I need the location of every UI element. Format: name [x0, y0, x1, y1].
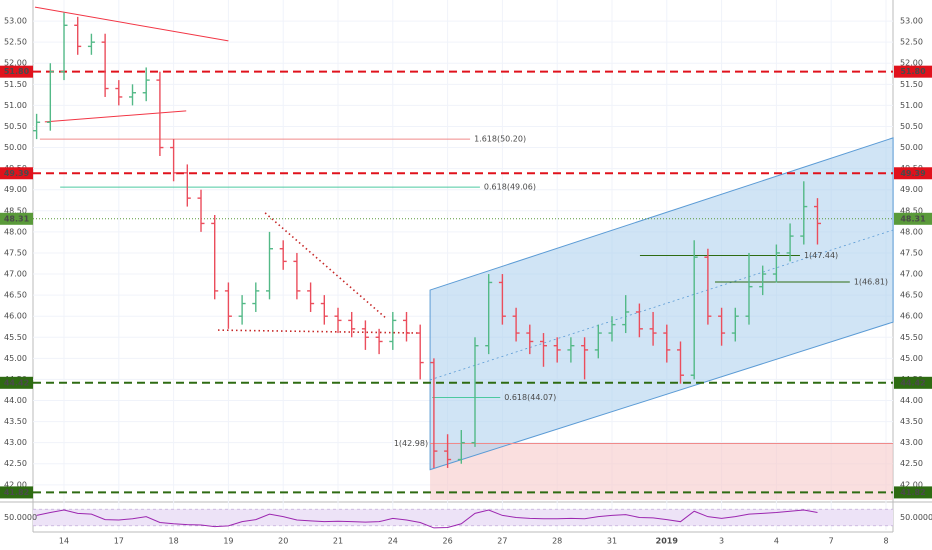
price-label: 41.82	[4, 488, 29, 497]
y-tick-label: 45.00	[900, 354, 923, 363]
price-label: 48.31	[900, 214, 926, 223]
x-tick-label: 14	[59, 537, 69, 546]
y-tick-label: 42.50	[900, 459, 923, 468]
trendline	[44, 110, 187, 123]
price-label: 44.42	[4, 378, 29, 387]
y-tick-label: 51.50	[900, 80, 923, 89]
y-tick-label: 50.50	[900, 122, 923, 131]
y-tick-label: 50.00	[900, 143, 923, 152]
price-label: 49.39	[4, 169, 30, 178]
y-tick-label: 48.00	[900, 227, 923, 236]
channel	[429, 137, 894, 471]
x-tick-label: 3	[719, 537, 724, 546]
price-label: 44.42	[900, 378, 925, 387]
y-tick-label: 47.50	[900, 248, 923, 257]
price-label: 51.80	[4, 67, 30, 76]
y-tick-label: 52.00	[900, 59, 923, 68]
x-tick-label: 4	[774, 537, 779, 546]
fib-label: 1.618(50.20)	[474, 135, 526, 144]
x-tick-label: 26	[443, 537, 453, 546]
rsi-line	[36, 509, 818, 529]
y-tick-label: 42.00	[900, 480, 923, 489]
y-tick-label: 46.50	[4, 291, 27, 300]
fib-label: 0.618(49.06)	[484, 183, 536, 192]
price-label-box	[894, 212, 932, 225]
y-tick-label: 51.00	[900, 101, 923, 110]
y-tick-label: 52.50	[900, 38, 923, 47]
y-tick-label: 43.50	[4, 417, 27, 426]
y-tick-label: 47.00	[4, 270, 27, 279]
y-tick-label: 51.00	[4, 101, 27, 110]
channel-median	[429, 229, 894, 381]
price-label: 48.31	[4, 214, 30, 223]
y-tick-label: 43.00	[900, 438, 923, 447]
price-label-box	[0, 486, 33, 499]
y-tick-label: 50.50	[4, 122, 27, 131]
y-tick-label: 46.00	[900, 312, 923, 321]
y-tick-label: 48.00	[4, 227, 27, 236]
y-tick-label: 45.00	[4, 354, 27, 363]
y-tick-label: 44.00	[4, 396, 27, 405]
rsi-label: 50.0000	[4, 513, 37, 522]
x-tick-label: 7	[829, 537, 834, 546]
y-tick-label: 51.50	[4, 80, 27, 89]
y-tick-label: 43.00	[4, 438, 27, 447]
y-tick-label: 49.00	[4, 185, 27, 194]
y-tick-label: 53.00	[4, 17, 27, 26]
y-tick-label: 42.50	[4, 459, 27, 468]
y-tick-label: 52.50	[4, 38, 27, 47]
fib-label: 0.618(44.07)	[504, 393, 556, 402]
y-tick-label: 50.00	[4, 143, 27, 152]
price-label-box	[894, 486, 932, 499]
y-tick-label: 45.50	[900, 333, 923, 342]
rsi-label: 50.0000	[900, 513, 932, 522]
x-tick-label: 31	[607, 537, 617, 546]
x-tick-label: 18	[169, 537, 179, 546]
x-tick-label: 20	[278, 537, 288, 546]
fib-label: 1(47.44)	[804, 251, 838, 260]
x-tick-label: 21	[333, 537, 343, 546]
rsi-band	[33, 509, 893, 526]
x-tick-label: 19	[223, 537, 233, 546]
fib-label: 1(46.81)	[854, 278, 888, 287]
price-label-box	[894, 65, 932, 78]
price-label-box	[0, 212, 33, 225]
price-label-box	[894, 376, 932, 389]
price-label-box	[0, 376, 33, 389]
y-tick-label: 48.50	[900, 206, 923, 215]
y-tick-label: 42.00	[4, 480, 27, 489]
y-tick-label: 48.50	[4, 206, 27, 215]
x-tick-label: 27	[497, 537, 507, 546]
y-tick-label: 47.50	[4, 248, 27, 257]
y-tick-label: 53.00	[900, 17, 923, 26]
y-tick-label: 44.00	[900, 396, 923, 405]
fib-label: 1(42.98)	[394, 439, 428, 448]
y-tick-label: 45.50	[4, 333, 27, 342]
target-zone	[430, 443, 893, 500]
y-tick-label: 46.50	[900, 291, 923, 300]
y-tick-label: 52.00	[4, 59, 27, 68]
y-tick-label: 49.00	[900, 185, 923, 194]
price-label-box	[0, 65, 33, 78]
x-tick-label: 17	[114, 537, 124, 546]
y-tick-label: 47.00	[900, 270, 923, 279]
x-tick-label: 28	[552, 537, 562, 546]
price-label: 51.80	[900, 67, 926, 76]
x-tick-label: 24	[388, 537, 398, 546]
x-tick-label: 2019	[656, 537, 679, 546]
price-label-box	[894, 167, 932, 180]
price-label: 41.82	[900, 488, 925, 497]
x-tick-label: 8	[883, 537, 888, 546]
y-tick-label: 46.00	[4, 312, 27, 321]
y-tick-label: 43.50	[900, 417, 923, 426]
trendline	[34, 6, 229, 42]
price-label: 49.39	[900, 169, 926, 178]
price-label-box	[0, 167, 33, 180]
